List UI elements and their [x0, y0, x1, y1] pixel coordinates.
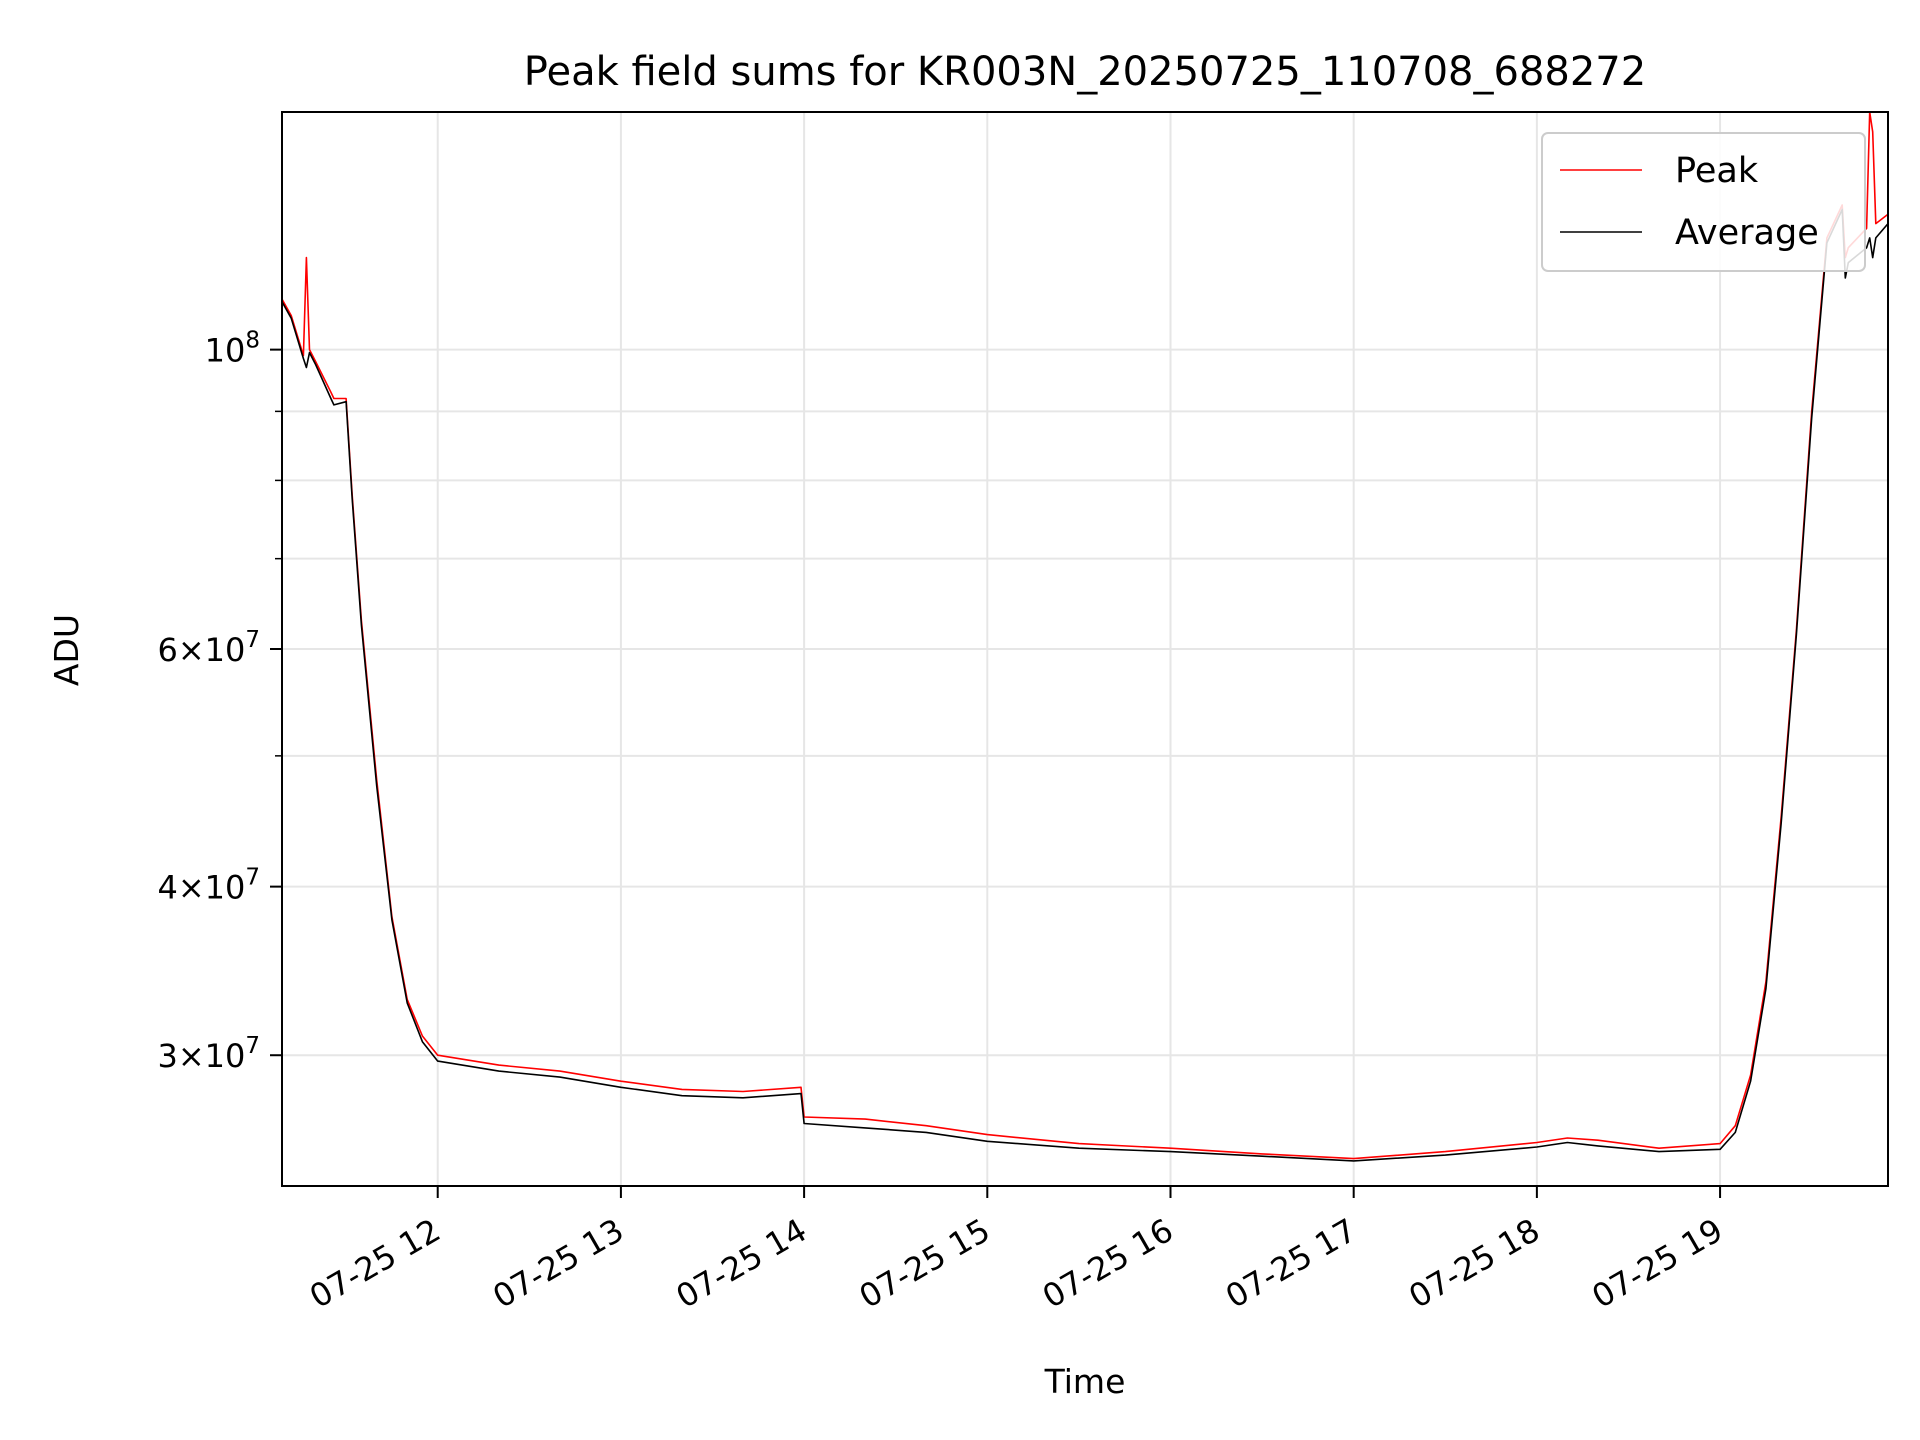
legend: Peak Average — [1541, 132, 1866, 272]
x-axis-label: Time — [1044, 1362, 1126, 1401]
legend-box — [1541, 132, 1866, 272]
series-layer — [282, 112, 1888, 1162]
legend-peak-label: Peak — [1675, 151, 1759, 191]
y-tick-label: 3×107 — [157, 1033, 260, 1075]
y-tick-label: 4×107 — [157, 865, 260, 907]
y-axis-label: ADU — [47, 614, 86, 686]
chart-title: Peak field sums for KR003N_20250725_1107… — [524, 49, 1646, 95]
y-tick-label: 108 — [205, 328, 260, 370]
legend-average-label: Average — [1675, 213, 1819, 253]
grid — [282, 112, 1888, 1186]
series-line-average — [282, 208, 1888, 1162]
y-tick-label: 6×107 — [157, 627, 260, 669]
